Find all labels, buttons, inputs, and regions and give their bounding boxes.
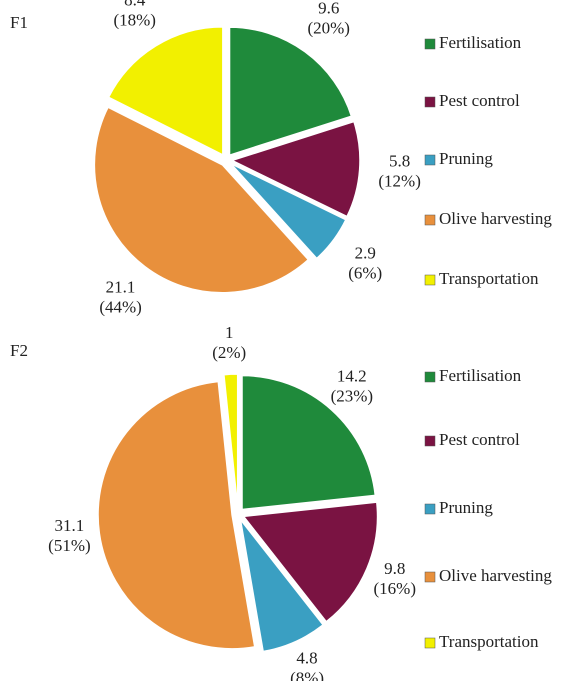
legend-swatch bbox=[424, 571, 436, 583]
data-label: (2%) bbox=[212, 343, 246, 362]
data-label: 8.4 bbox=[124, 0, 146, 10]
pie-slice bbox=[223, 373, 239, 509]
legend-swatch bbox=[424, 435, 436, 447]
legend-label: Olive harvesting bbox=[439, 209, 552, 228]
pie-slice bbox=[93, 106, 310, 294]
legend-swatch bbox=[424, 371, 436, 383]
data-label: (20%) bbox=[307, 18, 349, 37]
legend-label: Olive harvesting bbox=[439, 566, 552, 585]
pie-slice bbox=[239, 519, 325, 653]
legend-swatch bbox=[424, 274, 436, 286]
data-label: 9.6 bbox=[318, 0, 339, 17]
pie-slice bbox=[229, 120, 361, 218]
data-label: (12%) bbox=[378, 171, 420, 190]
legend-swatch bbox=[424, 96, 436, 108]
legend-label: Pruning bbox=[439, 149, 493, 168]
data-label: (44%) bbox=[99, 297, 141, 316]
data-label: 2.9 bbox=[355, 243, 376, 262]
legend-label: Fertilisation bbox=[439, 33, 522, 52]
pie-slice bbox=[230, 162, 347, 260]
data-label: 14.2 bbox=[337, 366, 367, 385]
legend-label: Pest control bbox=[439, 91, 520, 110]
legend-swatch bbox=[424, 38, 436, 50]
data-label: (51%) bbox=[48, 536, 90, 555]
pie-slice bbox=[97, 380, 256, 650]
data-label: (23%) bbox=[331, 386, 373, 405]
legend-label: Fertilisation bbox=[439, 366, 522, 385]
legend-label: Pruning bbox=[439, 498, 493, 517]
data-label: 21.1 bbox=[106, 277, 136, 296]
legend-swatch bbox=[424, 154, 436, 166]
legend-swatch bbox=[424, 503, 436, 515]
data-label: 4.8 bbox=[296, 648, 317, 667]
pie-slice bbox=[241, 374, 377, 511]
legend-swatch bbox=[424, 637, 436, 649]
chart-title: F2 bbox=[10, 341, 28, 360]
legend-swatch bbox=[424, 214, 436, 226]
chart-title: F1 bbox=[10, 13, 28, 32]
data-label: (8%) bbox=[290, 668, 324, 681]
legend-label: Pest control bbox=[439, 430, 520, 449]
pie-slice bbox=[242, 501, 379, 623]
pie-slice bbox=[228, 26, 353, 157]
data-label: 9.8 bbox=[384, 559, 405, 578]
legend-label: Transportation bbox=[439, 632, 539, 651]
legend-label: Transportation bbox=[439, 269, 539, 288]
data-label: 5.8 bbox=[389, 151, 410, 170]
data-label: (6%) bbox=[348, 263, 382, 282]
data-label: 1 bbox=[225, 323, 234, 342]
data-label: (16%) bbox=[374, 579, 416, 598]
pie-slice bbox=[107, 26, 224, 157]
data-label: (18%) bbox=[113, 11, 155, 30]
data-label: 31.1 bbox=[55, 516, 85, 535]
